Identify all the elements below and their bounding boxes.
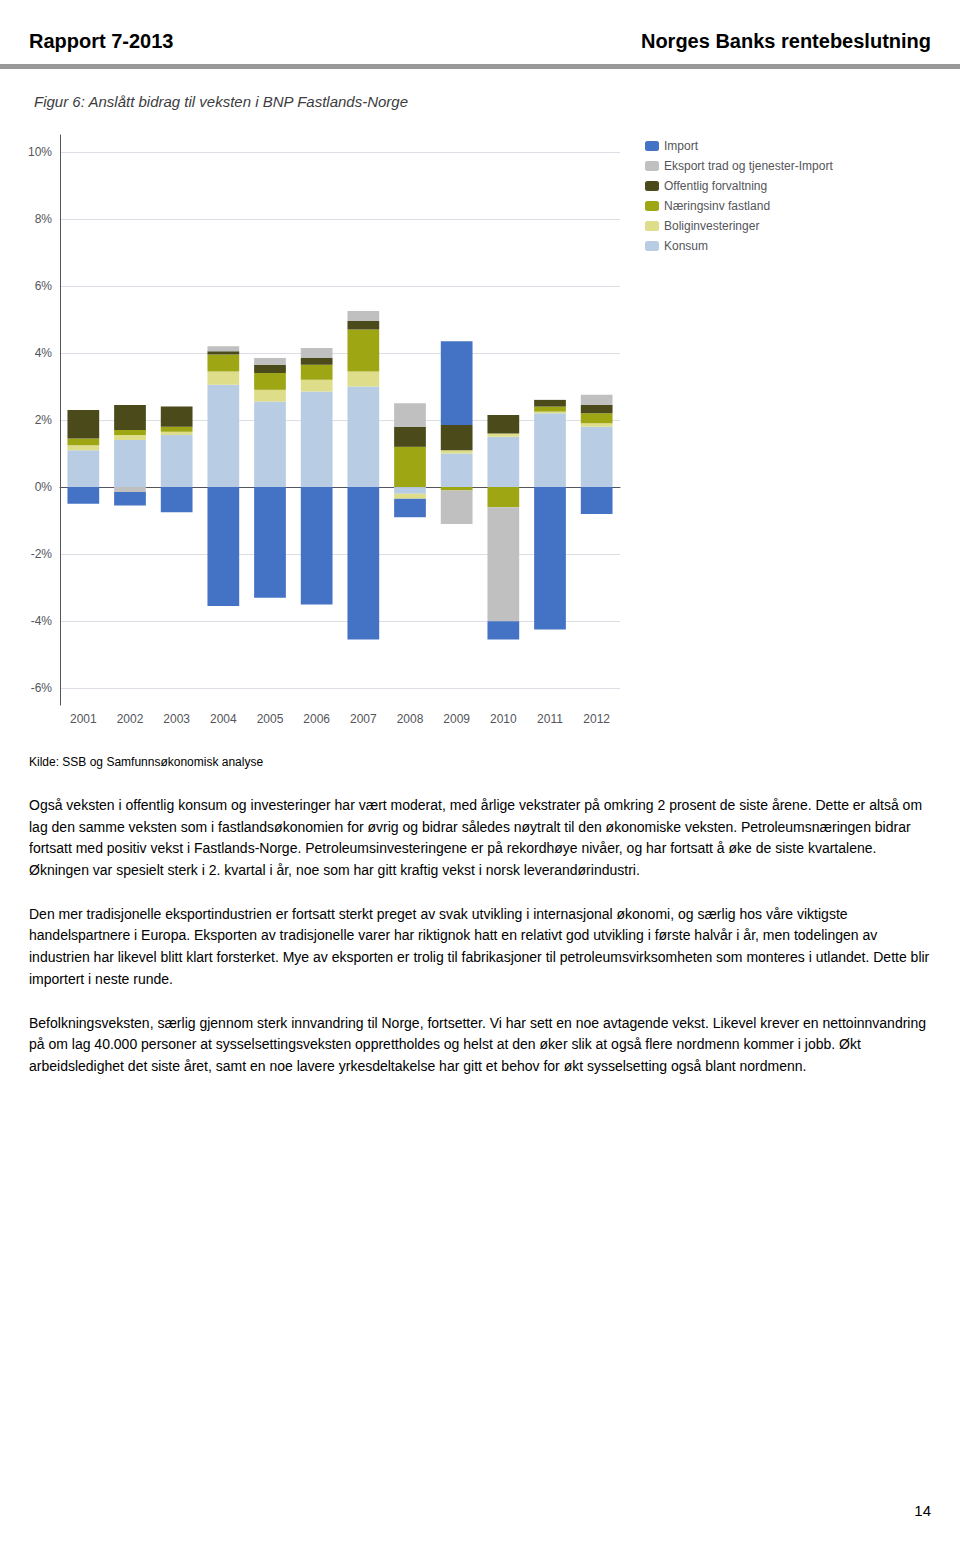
- html-text:Den mer tradisjonelle eksporti: Den mer tradisjonelle eksportindustrien …: [29, 905, 930, 987]
- svg-text:2007: 2007: [350, 712, 377, 726]
- svg-text:0%: 0%: [35, 480, 53, 494]
- svg-text:2004: 2004: [210, 712, 237, 726]
- svg-text:2008: 2008: [397, 712, 424, 726]
- svg-text:2005: 2005: [257, 712, 284, 726]
- html-text:Rapport 7-2013: Rapport 7-2013: [29, 30, 174, 52]
- svg-text:2009: 2009: [443, 712, 470, 726]
- html-text:Befolkningsveksten, særlig gje: Befolkningsveksten, særlig gjennom sterk…: [29, 1014, 926, 1074]
- svg-text:Import: Import: [664, 139, 699, 153]
- svg-text:-2%: -2%: [31, 547, 53, 561]
- svg-text:Konsum: Konsum: [664, 239, 708, 253]
- svg-text:2003: 2003: [163, 712, 190, 726]
- svg-text:2012: 2012: [583, 712, 610, 726]
- html-text:Også veksten i offentlig konsu: Også veksten i offentlig konsum og inves…: [29, 797, 923, 879]
- svg-text:4%: 4%: [35, 346, 53, 360]
- svg-text:2002: 2002: [117, 712, 144, 726]
- svg-text:Offentlig forvaltning: Offentlig forvaltning: [664, 179, 767, 193]
- svg-text:2%: 2%: [35, 413, 53, 427]
- svg-text:2006: 2006: [303, 712, 330, 726]
- svg-text:-4%: -4%: [31, 614, 53, 628]
- svg-text:Næringsinv fastland: Næringsinv fastland: [664, 199, 770, 213]
- svg-text:-6%: -6%: [31, 681, 53, 695]
- svg-text:8%: 8%: [35, 212, 53, 226]
- svg-text:Boliginvesteringer: Boliginvesteringer: [664, 219, 759, 233]
- svg-text:6%: 6%: [35, 279, 53, 293]
- svg-text:2011: 2011: [537, 712, 563, 726]
- html-text:Norges Banks rentebeslutning: Norges Banks rentebeslutning: [640, 30, 931, 52]
- svg-text:10%: 10%: [28, 145, 52, 159]
- svg-text:Eksport trad og tjenester-Impo: Eksport trad og tjenester-Import: [664, 159, 833, 173]
- svg-text:Figur 6: Anslått bidrag til ve: Figur 6: Anslått bidrag til veksten i BN…: [34, 93, 408, 110]
- html-text:Kilde: SSB og Samfunnsøkonomis: Kilde: SSB og Samfunnsøkonomisk analyse: [29, 755, 264, 769]
- svg-text:2010: 2010: [490, 712, 517, 726]
- svg-text:2001: 2001: [70, 712, 97, 726]
- html-text:14: 14: [914, 1502, 931, 1519]
